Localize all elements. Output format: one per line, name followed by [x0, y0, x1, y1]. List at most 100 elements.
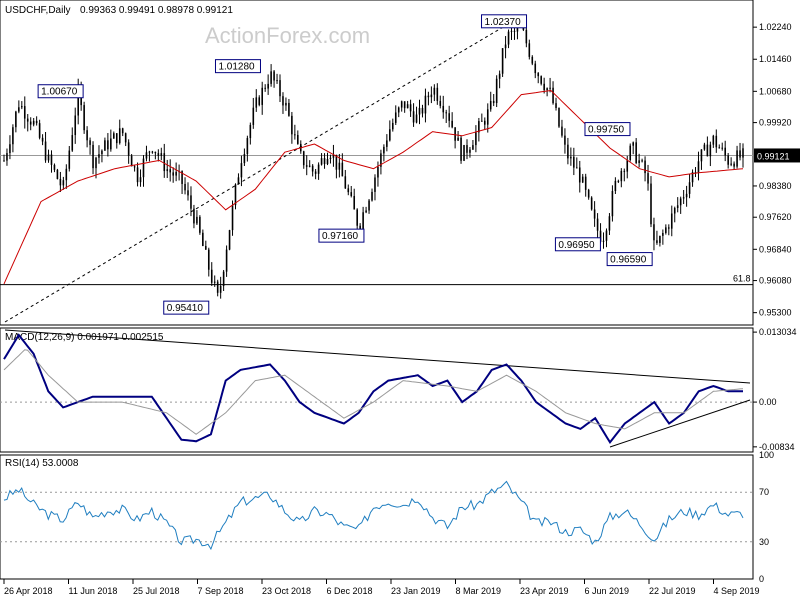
candle-body	[107, 140, 109, 150]
candle-body	[685, 193, 688, 198]
candle-body	[95, 157, 97, 169]
candle-body	[635, 142, 637, 164]
candle-body	[567, 144, 569, 159]
candle-body	[50, 154, 53, 165]
candle-body	[225, 249, 228, 272]
candle-body	[288, 102, 290, 116]
candle-body	[415, 114, 418, 123]
annotation-label: 0.96590	[610, 255, 647, 266]
rsi-panel-frame	[0, 454, 754, 580]
candle-body	[207, 249, 210, 270]
candle-body	[570, 156, 572, 159]
rsi-line	[3, 480, 744, 551]
x-tick-label: 11 Jun 2018	[69, 586, 118, 596]
candle-body	[605, 230, 608, 241]
candle-body	[564, 135, 566, 145]
candle-body	[65, 168, 68, 181]
candle-body	[397, 107, 400, 113]
ma-line	[3, 89, 744, 285]
candle-body	[145, 152, 148, 159]
candle-body	[629, 145, 632, 161]
candle-body	[15, 111, 17, 128]
candle-body	[433, 87, 436, 95]
candle-body	[540, 76, 542, 84]
candle-body	[380, 153, 382, 167]
candle-body	[469, 149, 471, 153]
candle-body	[222, 271, 225, 287]
candle-body	[623, 170, 626, 172]
annotation-label: 1.02370	[485, 17, 522, 28]
candle-body	[172, 172, 174, 176]
annotation-box	[584, 122, 631, 137]
annotation-box	[163, 300, 210, 315]
candle-body	[688, 182, 691, 194]
candle-body	[724, 147, 726, 156]
moving-average-line	[3, 89, 744, 285]
candle-body	[234, 184, 237, 206]
rsi-tick-label: 0	[759, 574, 764, 584]
x-tick-label: 26 Apr 2018	[4, 586, 53, 596]
candle-body	[670, 213, 673, 229]
price-tick-label: 1.00680	[759, 86, 792, 96]
candle-body	[130, 155, 133, 167]
macd-line	[3, 333, 743, 445]
macd-resistance-line	[4, 329, 751, 384]
candle-body	[510, 30, 513, 32]
candle-body	[472, 145, 474, 150]
candle-body	[308, 165, 311, 167]
candle-body	[593, 209, 596, 219]
price-tick-label: 1.02240	[759, 22, 792, 32]
candle-body	[730, 163, 732, 165]
x-tick-label: 23 Apr 2019	[520, 586, 569, 596]
candle-body	[356, 209, 358, 226]
candle-body	[261, 87, 264, 105]
candle-body	[38, 123, 41, 138]
candle-body	[427, 95, 430, 98]
candle-body	[32, 120, 35, 125]
candle-body	[534, 63, 537, 74]
candle-body	[632, 142, 634, 146]
price-trendline	[4, 19, 516, 323]
candle-body	[133, 166, 136, 168]
candle-body	[647, 173, 649, 184]
candle-body	[124, 133, 127, 143]
candle-body	[169, 169, 172, 173]
rsi-lines	[0, 480, 753, 551]
candle-body	[602, 240, 605, 242]
candle-body	[317, 164, 320, 174]
annotation-box	[481, 14, 528, 29]
macd-axis: 0.013034 0.00 -0.00834	[753, 327, 797, 452]
candle-body	[445, 112, 448, 114]
candle-body	[676, 205, 679, 209]
candle-body	[668, 227, 670, 229]
candle-body	[115, 133, 118, 144]
candle-body	[323, 158, 326, 165]
x-tick-label: 7 Sep 2018	[198, 586, 244, 596]
candle-body	[525, 29, 528, 44]
candle-body	[205, 245, 207, 250]
annotation-label: 1.01280	[218, 62, 255, 73]
candle-body	[656, 240, 658, 243]
candle-body	[320, 158, 323, 165]
candle-body	[163, 153, 166, 172]
candle-body	[403, 101, 406, 109]
candle-body	[409, 104, 412, 112]
price-tick-label: 0.99920	[759, 118, 792, 128]
candle-body	[166, 169, 169, 172]
candle-body	[679, 198, 682, 206]
candle-body	[584, 176, 587, 190]
candle-body	[329, 157, 332, 160]
candle-body	[504, 44, 507, 49]
candle-body	[611, 190, 614, 217]
candle-body	[77, 88, 79, 116]
candle-body	[47, 154, 50, 161]
candle-body	[190, 195, 192, 209]
rsi-title: RSI(14) 53.0008	[5, 458, 79, 469]
candle-body	[3, 160, 5, 162]
candle-body	[641, 160, 643, 162]
candle-body	[528, 43, 531, 57]
candle-body	[391, 122, 394, 130]
candle-body	[552, 87, 554, 104]
candle-body	[258, 97, 261, 105]
macd-title: MACD(12,26,9) 0.001971 0.002515	[5, 332, 164, 343]
